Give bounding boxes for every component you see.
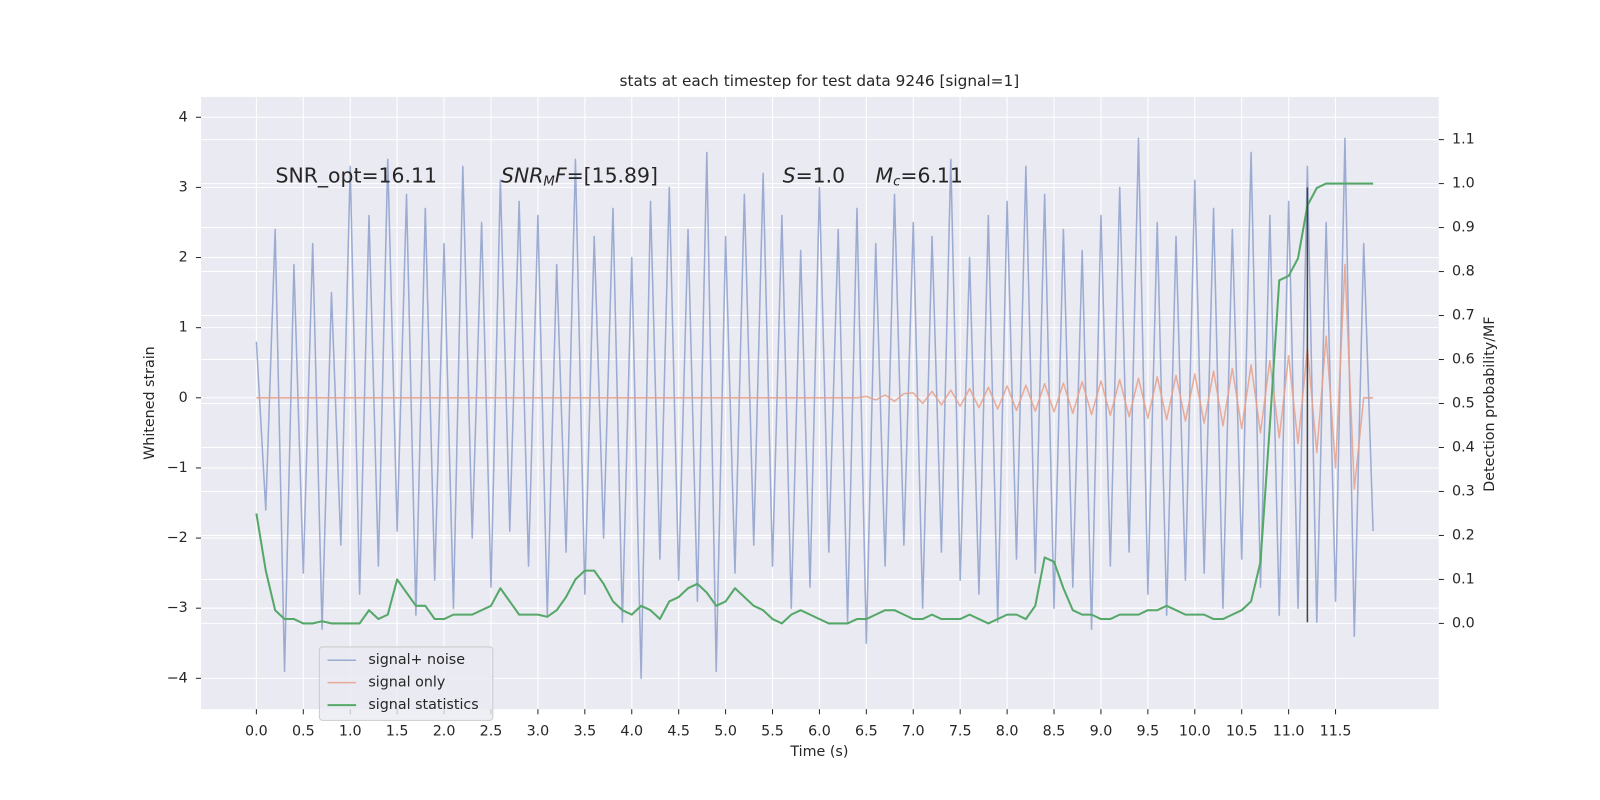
y2-tick-label: 0.7 <box>1452 308 1475 324</box>
y-axis-label: Whitened strain <box>142 346 158 460</box>
legend-label: signal+ noise <box>368 652 465 668</box>
annotation: S=1.0 <box>783 164 845 188</box>
y-tick-label: 0 <box>179 390 188 406</box>
y2-tick-label: 0.0 <box>1452 615 1475 631</box>
x-tick-label: 9.0 <box>1090 724 1113 740</box>
series-line <box>255 182 1374 625</box>
annotation-part: =1.0 <box>796 164 846 188</box>
x-tick-label: 2.5 <box>480 724 503 740</box>
y-tick-label: −1 <box>167 460 188 476</box>
annotation-part: M <box>876 164 894 188</box>
y2-tick-label: 0.5 <box>1452 396 1475 412</box>
x-tick-label: 1.0 <box>339 724 362 740</box>
y2-tick-label: 0.9 <box>1452 220 1475 236</box>
marks <box>255 137 1374 680</box>
y-tick-label: 2 <box>179 250 188 266</box>
y-tick-label: −2 <box>167 530 188 546</box>
y2-tick-label: 0.8 <box>1452 264 1475 280</box>
x-tick-label: 3.0 <box>527 724 550 740</box>
annotation: SNRMF=[15.89] <box>501 164 658 190</box>
annotation-part: SNR <box>501 164 543 188</box>
x-tick-label: 10.5 <box>1226 724 1258 740</box>
annotation-part: SNR_opt=16.11 <box>276 164 437 189</box>
y2-tick-label: 0.2 <box>1452 527 1475 543</box>
x-tick-label: 8.0 <box>996 724 1019 740</box>
annotation-part: c <box>893 175 901 190</box>
y2-tick-label: 1.1 <box>1452 132 1475 148</box>
y2-tick-label: 1.0 <box>1452 176 1475 192</box>
x-tick-label: 11.5 <box>1320 724 1352 740</box>
x-tick-label: 0.0 <box>245 724 268 740</box>
x-tick-label: 3.5 <box>573 724 596 740</box>
series-line <box>255 137 1374 680</box>
annotation-part: =6.11 <box>900 164 963 188</box>
y-tick-label: 4 <box>179 109 188 125</box>
x-tick-label: 7.5 <box>949 724 972 740</box>
y-tick-label: 1 <box>179 320 188 336</box>
x-tick-label: 5.0 <box>714 724 737 740</box>
x-tick-label: 9.5 <box>1137 724 1160 740</box>
x-tick-label: 4.5 <box>667 724 690 740</box>
x-tick-label: 6.0 <box>808 724 831 740</box>
annotation-part: =[15.89] <box>567 164 658 188</box>
annotation-part: S <box>783 164 796 188</box>
annotation-part: M <box>543 175 555 190</box>
y2-tick-label: 0.4 <box>1452 439 1475 455</box>
annotation: Mc=6.11 <box>876 164 963 190</box>
x-tick-label: 10.0 <box>1179 724 1211 740</box>
y2-tick-label: 0.6 <box>1452 352 1475 368</box>
chart-title: stats at each timestep for test data 924… <box>620 72 1020 90</box>
x-tick-label: 5.5 <box>761 724 784 740</box>
x-tick-label: 2.0 <box>433 724 456 740</box>
x-tick-label: 8.5 <box>1043 724 1066 740</box>
x-tick-label: 4.0 <box>620 724 643 740</box>
y2-tick-label: 0.3 <box>1452 483 1475 499</box>
y2-axis-label: Detection probability/MF <box>1482 316 1498 491</box>
y-tick-label: −3 <box>167 600 188 616</box>
x-axis-label: Time (s) <box>789 744 848 760</box>
series-line <box>256 263 1374 490</box>
legend-label: signal only <box>368 675 445 691</box>
annotation-part: F <box>555 164 567 188</box>
y2-tick-label: 0.1 <box>1452 571 1475 587</box>
annotation: SNR_opt=16.11 <box>276 164 437 189</box>
y-tick-label: 3 <box>179 179 188 195</box>
legend-label: signal statistics <box>368 697 478 713</box>
x-tick-label: 6.5 <box>855 724 878 740</box>
x-tick-label: 0.5 <box>292 724 315 740</box>
x-tick-label: 7.0 <box>902 724 925 740</box>
y-tick-label: −4 <box>167 670 188 686</box>
x-tick-label: 11.0 <box>1273 724 1305 740</box>
x-tick-label: 1.5 <box>386 724 409 740</box>
legend-box <box>318 646 494 721</box>
